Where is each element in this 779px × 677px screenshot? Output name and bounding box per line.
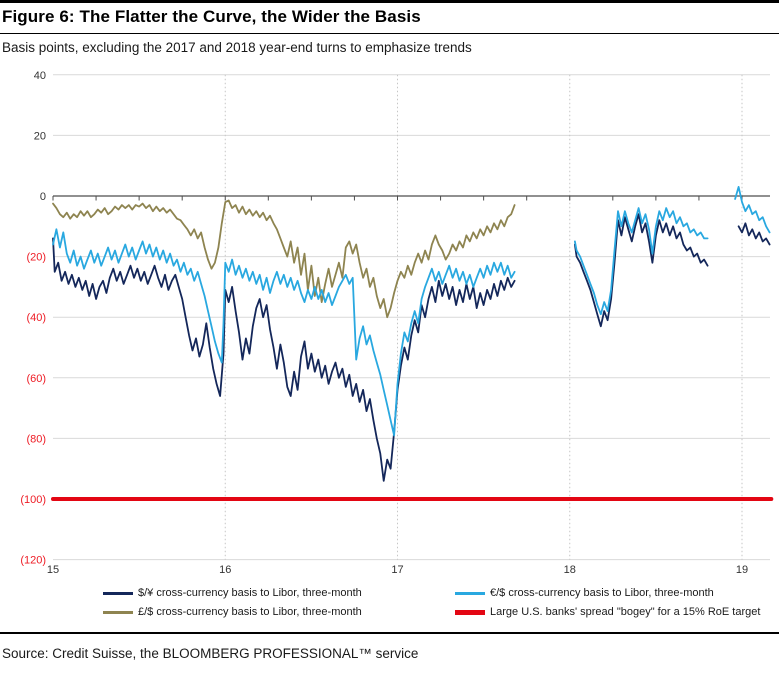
legend-label: £/$ cross-currency basis to Libor, three…: [138, 606, 362, 618]
y-tick-label: 0: [40, 191, 46, 203]
legend-label: $/¥ cross-currency basis to Libor, three…: [138, 587, 362, 599]
series-lightblue: [574, 207, 709, 316]
y-tick-label: 20: [34, 130, 46, 142]
basis-line-chart: 40 20 0 (20) (40) (60) (80) (100) (120)15 16 17 18 1…: [20, 70, 774, 576]
series-olive: [52, 199, 516, 319]
legend-swatch-red: [455, 609, 485, 615]
legend-swatch-olive: [103, 610, 133, 614]
y-tick-label: (40): [26, 312, 46, 324]
y-tick-label: (60): [26, 373, 46, 385]
x-tick-label: 17: [391, 564, 403, 576]
x-tick-label: 18: [564, 564, 576, 576]
title-divider: [0, 33, 779, 34]
legend-swatch-navy: [103, 591, 133, 595]
x-tick-label: 15: [47, 564, 59, 576]
legend-item-red: Large U.S. banks' spread "bogey" for a 1…: [455, 606, 760, 618]
legend-item-lightblue: €/$ cross-currency basis to Libor, three…: [455, 587, 760, 599]
y-tick-label: (120): [20, 555, 46, 567]
source-note: Source: Credit Suisse, the BLOOMBERG PRO…: [2, 646, 419, 661]
y-tick-label: (100): [20, 494, 46, 506]
series-lightblue: [52, 228, 516, 437]
bottom-rule: [0, 632, 779, 634]
legend-label: Large U.S. banks' spread "bogey" for a 1…: [490, 606, 761, 618]
legend-label: €/$ cross-currency basis to Libor, three…: [490, 587, 714, 599]
x-tick-label: 16: [219, 564, 231, 576]
series-navy: [52, 237, 516, 482]
y-tick-label: (20): [26, 252, 46, 264]
y-tick-label: 40: [34, 70, 46, 82]
figure-subtitle: Basis points, excluding the 2017 and 201…: [2, 40, 472, 55]
series-lightblue: [734, 186, 771, 234]
y-tick-label: (80): [26, 433, 46, 445]
legend-swatch-lightblue: [455, 591, 485, 595]
top-rule: [0, 0, 779, 3]
figure-title: Figure 6: The Flatter the Curve, the Wid…: [2, 7, 421, 26]
chart-legend: $/¥ cross-currency basis to Libor, three…: [103, 587, 760, 618]
series-navy: [737, 222, 771, 246]
legend-item-navy: $/¥ cross-currency basis to Libor, three…: [103, 587, 455, 599]
x-tick-label: 19: [736, 564, 748, 576]
legend-item-olive: £/$ cross-currency basis to Libor, three…: [103, 606, 455, 618]
series-navy: [574, 213, 709, 328]
